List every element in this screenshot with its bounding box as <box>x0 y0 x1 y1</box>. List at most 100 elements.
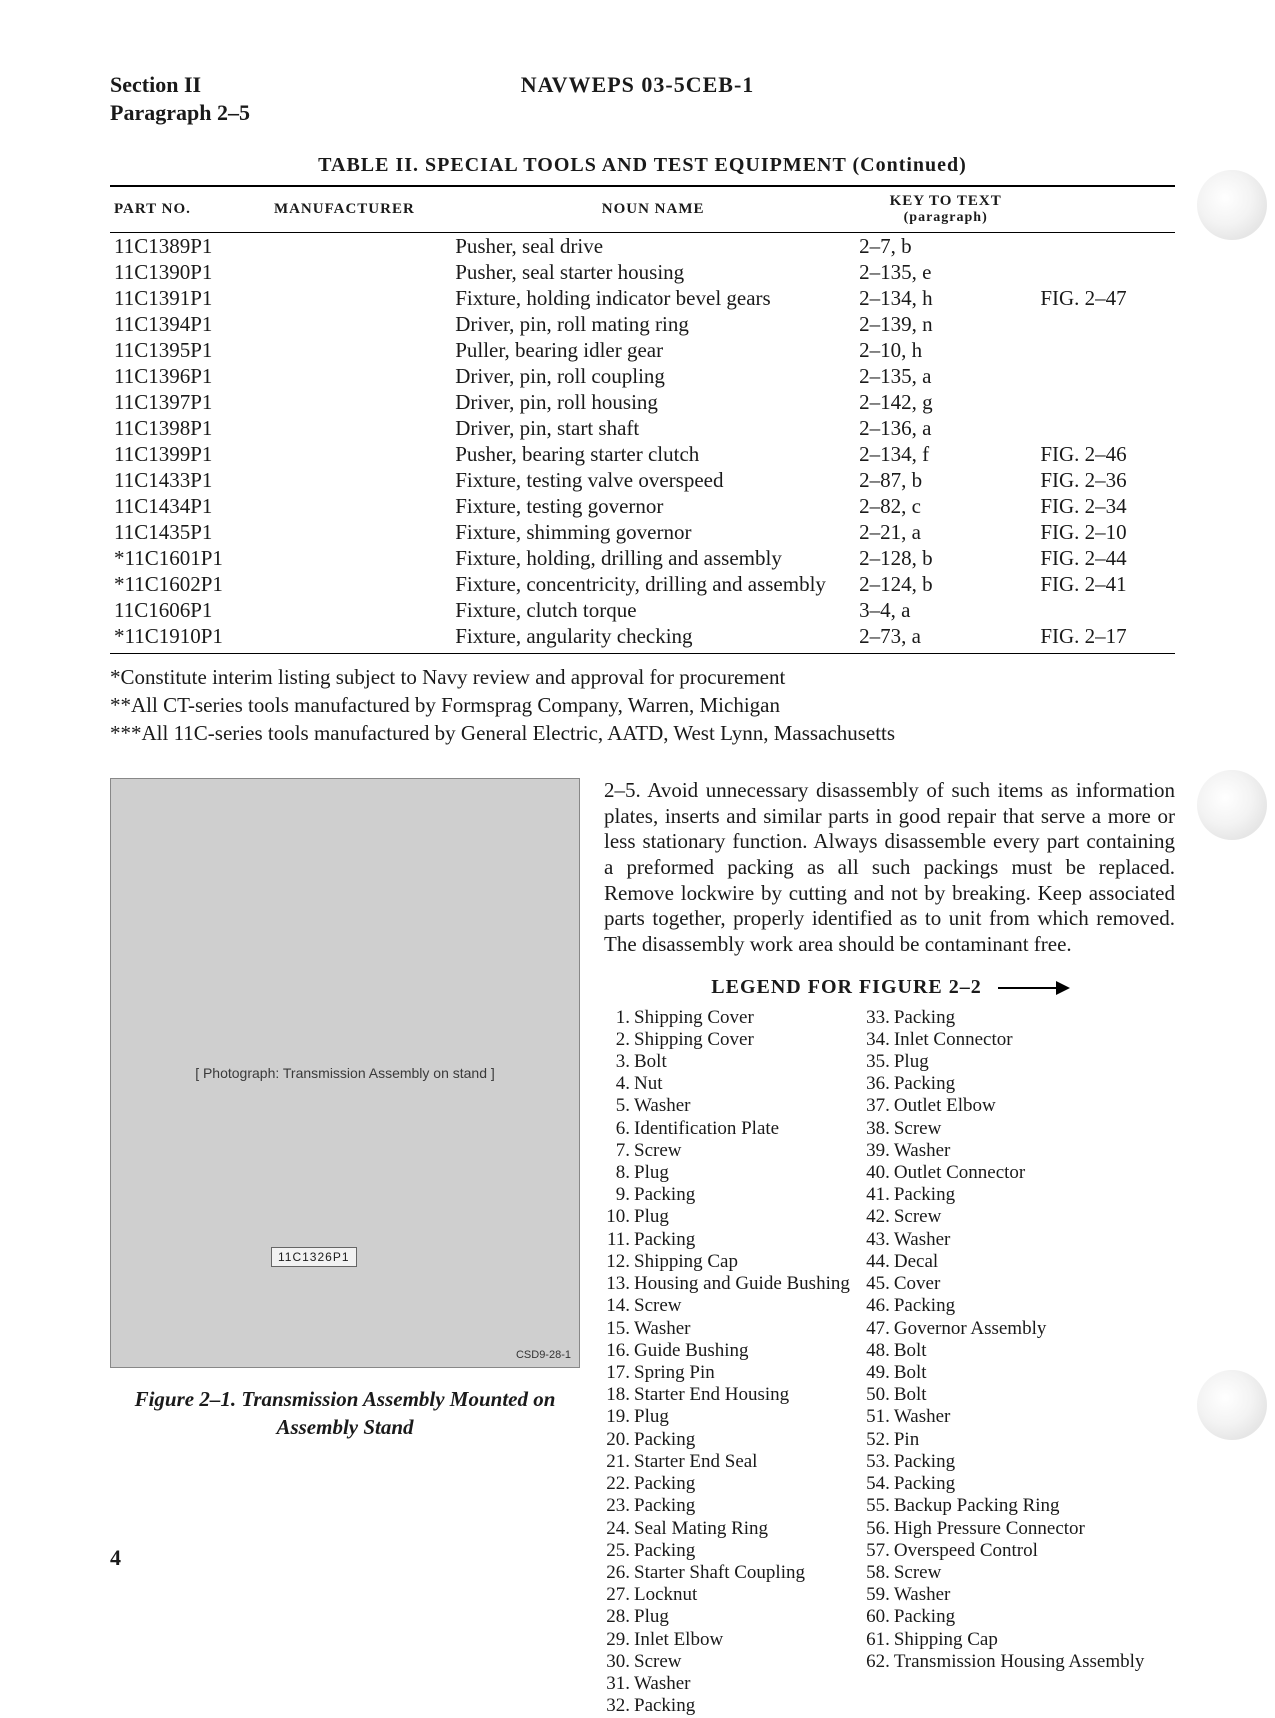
table-row: 11C1606P1Fixture, clutch torque3–4, a <box>110 597 1175 623</box>
table-row: *11C1601P1 Fixture, holding, drilling and… <box>110 545 1175 571</box>
legend-item-text: Inlet Connector <box>894 1029 1013 1050</box>
table-cell-fig: FIG. 2–47 <box>1036 285 1175 311</box>
table-cell-fig: FIG. 2–46 <box>1036 441 1175 467</box>
legend-item: 61.Shipping Cap <box>864 1629 1145 1651</box>
table-cell-noun: Fixture, holding indicator bevel gears <box>451 285 855 311</box>
legend-item-text: Packing <box>634 1429 695 1450</box>
col-header-part: PART NO. <box>110 186 270 233</box>
legend-item-number: 46. <box>864 1295 890 1317</box>
legend-item-number: 17. <box>604 1362 630 1384</box>
table-cell-part: 11C1398P1 <box>110 415 270 441</box>
table-cell-part: 11C1391P1 <box>110 285 270 311</box>
legend-item-number: 1. <box>604 1007 630 1029</box>
legend-item: 59.Washer <box>864 1584 1145 1606</box>
legend-item-number: 15. <box>604 1318 630 1340</box>
table-footnotes: *Constitute interim listing subject to N… <box>110 664 1175 747</box>
table-cell-part: 11C1606P1 <box>110 597 270 623</box>
legend-item: 16.Guide Bushing <box>604 1340 850 1362</box>
legend-item-number: 4. <box>604 1073 630 1095</box>
legend-item-text: Screw <box>894 1206 941 1227</box>
table-row: 11C1389P1Pusher, seal drive2–7, b <box>110 233 1175 260</box>
table-cell-mfr <box>270 311 451 337</box>
legend-item-number: 47. <box>864 1318 890 1340</box>
table-cell-noun: Fixture, testing valve overspeed <box>451 467 855 493</box>
footnote: **All CT-series tools manufactured by Fo… <box>132 692 1175 718</box>
legend-item-number: 56. <box>864 1518 890 1540</box>
legend-item-number: 39. <box>864 1140 890 1162</box>
table-cell-key: 2–73, a <box>855 623 1036 653</box>
table-cell-fig <box>1036 415 1175 441</box>
legend-item-text: Packing <box>894 1451 955 1472</box>
table-cell-part: 11C1390P1 <box>110 259 270 285</box>
legend-item: 33.Packing <box>864 1007 1145 1029</box>
legend-item-text: Packing <box>634 1184 695 1205</box>
legend-item-number: 14. <box>604 1295 630 1317</box>
legend-item-text: Governor Assembly <box>894 1318 1047 1339</box>
legend-item-text: Bolt <box>894 1384 927 1405</box>
legend-item: 11.Packing <box>604 1229 850 1251</box>
table-cell-mfr <box>270 623 451 653</box>
legend-item: 6.Identification Plate <box>604 1118 850 1140</box>
legend-item-number: 52. <box>864 1429 890 1451</box>
legend-item: 21.Starter End Seal <box>604 1451 850 1473</box>
legend-item: 42.Screw <box>864 1206 1145 1228</box>
table-cell-mfr <box>270 285 451 311</box>
table-cell-noun: Fixture, holding, drilling and assembly <box>451 545 855 571</box>
photo-corner-code: CSD9-28-1 <box>516 1349 571 1361</box>
legend-item-text: Plug <box>634 1162 669 1183</box>
table-row: 11C1396P1Driver, pin, roll coupling2–135… <box>110 363 1175 389</box>
table-cell-part: 11C1395P1 <box>110 337 270 363</box>
table-cell-fig <box>1036 363 1175 389</box>
legend-item-number: 62. <box>864 1651 890 1673</box>
legend-item-number: 8. <box>604 1162 630 1184</box>
legend-item-number: 30. <box>604 1651 630 1673</box>
legend-item: 13.Housing and Guide Bushing <box>604 1273 850 1295</box>
legend-item-number: 34. <box>864 1029 890 1051</box>
table-row: *11C1910P1Fixture, angularity checking2–… <box>110 623 1175 653</box>
legend-item: 7.Screw <box>604 1140 850 1162</box>
arrow-icon <box>998 987 1068 989</box>
legend-item-number: 31. <box>604 1673 630 1695</box>
col-header-key-sub: (paragraph) <box>859 210 1032 226</box>
table-cell-key: 2–135, a <box>855 363 1036 389</box>
table-cell-noun: Pusher, seal drive <box>451 233 855 260</box>
table-cell-mfr <box>270 545 451 571</box>
legend-item: 2.Shipping Cover <box>604 1029 850 1051</box>
legend-item-text: Washer <box>894 1584 951 1605</box>
table-cell-fig: FIG. 2–44 <box>1036 545 1175 571</box>
legend-item: 31.Washer <box>604 1673 850 1695</box>
table-cell-noun: Driver, pin, roll coupling <box>451 363 855 389</box>
legend-item-text: Screw <box>634 1140 681 1161</box>
legend-item: 62.Transmission Housing Assembly <box>864 1651 1145 1673</box>
legend-item: 27.Locknut <box>604 1584 850 1606</box>
table-cell-part: *11C1601P1 <box>110 545 270 571</box>
legend-item-text: Packing <box>634 1473 695 1494</box>
legend-item: 39.Washer <box>864 1140 1145 1162</box>
legend-item-number: 23. <box>604 1495 630 1517</box>
punch-hole-icon <box>1197 1370 1267 1440</box>
punch-hole-icon <box>1197 770 1267 840</box>
col-header-key: KEY TO TEXT (paragraph) <box>855 186 1036 233</box>
legend-item-number: 37. <box>864 1095 890 1117</box>
table-cell-part: 11C1434P1 <box>110 493 270 519</box>
legend-item: 5.Washer <box>604 1095 850 1117</box>
legend-item-number: 43. <box>864 1229 890 1251</box>
legend-item-number: 25. <box>604 1540 630 1562</box>
legend-item: 36.Packing <box>864 1073 1145 1095</box>
legend-item-text: Screw <box>634 1295 681 1316</box>
legend-item-text: Plug <box>894 1051 929 1072</box>
legend-item: 52.Pin <box>864 1429 1145 1451</box>
legend-item: 23.Packing <box>604 1495 850 1517</box>
table-title: TABLE II. SPECIAL TOOLS AND TEST EQUIPME… <box>110 154 1175 177</box>
legend-item-number: 19. <box>604 1406 630 1428</box>
legend-item: 12.Shipping Cap <box>604 1251 850 1273</box>
legend-item: 10.Plug <box>604 1206 850 1228</box>
table-cell-mfr <box>270 259 451 285</box>
legend-item-number: 7. <box>604 1140 630 1162</box>
legend-item: 54.Packing <box>864 1473 1145 1495</box>
legend-item-text: Washer <box>634 1673 691 1694</box>
tools-table: PART NO. MANUFACTURER NOUN NAME KEY TO T… <box>110 185 1175 654</box>
legend-item-number: 3. <box>604 1051 630 1073</box>
table-row: 11C1395P1Puller, bearing idler gear2–10,… <box>110 337 1175 363</box>
legend-item: 19.Plug <box>604 1406 850 1428</box>
